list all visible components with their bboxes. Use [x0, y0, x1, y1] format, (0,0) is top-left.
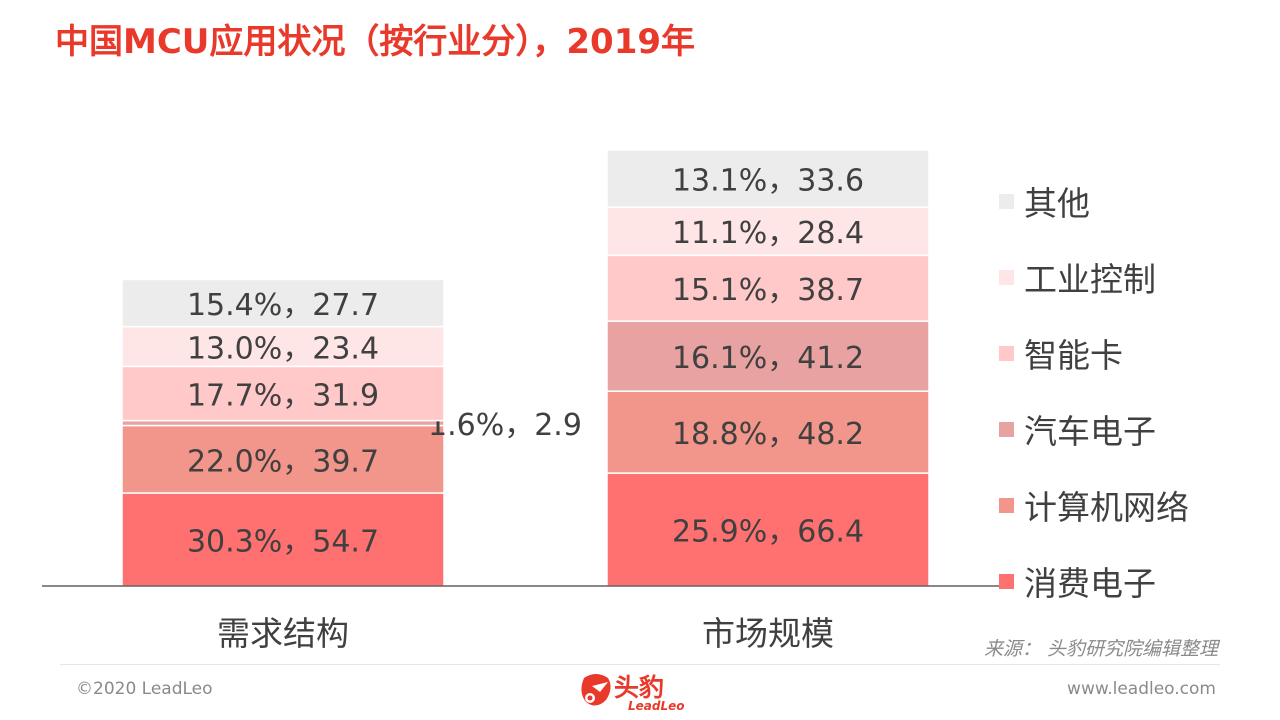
data-label-0-3: 17.7%，31.9	[187, 378, 379, 413]
data-label-0-0: 30.3%，54.7	[187, 525, 379, 560]
source-note: 来源： 头豹研究院编辑整理	[983, 638, 1218, 660]
leadleo-logo: 头豹 LeadLeo	[578, 666, 708, 716]
legend-swatch-1	[999, 270, 1014, 285]
bar-segment-0-0	[121, 492, 445, 587]
bar-segment-1-4	[606, 206, 930, 257]
legend-label-5: 消费电子	[1024, 564, 1156, 603]
data-label-0-2: 1.6%，2.9	[428, 408, 582, 443]
leopard-head-icon	[581, 674, 611, 706]
data-label-0-1: 22.0%，39.7	[187, 444, 379, 479]
legend-swatch-0	[999, 194, 1014, 209]
website-link[interactable]: www.leadleo.com	[1067, 679, 1216, 699]
legend-swatch-2	[999, 346, 1014, 361]
bar-segment-1-3	[606, 254, 930, 322]
bar-segment-1-1	[606, 390, 930, 474]
logo-text-cn: 头豹	[614, 673, 665, 702]
legend-label-2: 智能卡	[1024, 336, 1123, 375]
data-label-1-1: 18.8%，48.2	[672, 417, 864, 452]
category-label-1: 市场规模	[702, 614, 834, 653]
bar-segment-0-3	[121, 365, 445, 422]
bar-segment-1-5	[606, 149, 930, 208]
data-label-1-3: 15.1%，38.7	[672, 273, 864, 308]
copyright-text: ©2020 LeadLeo	[76, 679, 213, 699]
data-label-1-2: 16.1%，41.2	[672, 341, 864, 376]
legend-label-3: 汽车电子	[1024, 412, 1156, 451]
bar-segment-0-5	[121, 278, 445, 328]
page-title: 中国MCU应用状况（按行业分），2019年	[55, 22, 696, 62]
legend-label-4: 计算机网络	[1024, 488, 1189, 527]
data-label-1-5: 13.1%，33.6	[672, 164, 864, 199]
legend-label-0: 其他	[1024, 184, 1090, 223]
logo-text-en: LeadLeo	[628, 699, 685, 713]
data-label-1-0: 25.9%，66.4	[672, 515, 864, 550]
legend-label-1: 工业控制	[1024, 260, 1156, 299]
legend-swatch-3	[999, 422, 1014, 437]
legend-swatch-5	[999, 574, 1014, 589]
data-label-1-4: 11.1%，28.4	[672, 216, 864, 251]
stacked-bar-chart: 30.3%，54.7 22.0%，39.7 1.6%，2.9 17.7%，31.9 13…	[42, 149, 1189, 653]
footer-divider	[60, 664, 1220, 665]
data-label-0-5: 15.4%，27.7	[187, 288, 379, 323]
category-label-0: 需求结构	[217, 614, 349, 653]
data-label-0-4: 13.0%，23.4	[187, 331, 379, 366]
legend-swatch-4	[999, 498, 1014, 513]
